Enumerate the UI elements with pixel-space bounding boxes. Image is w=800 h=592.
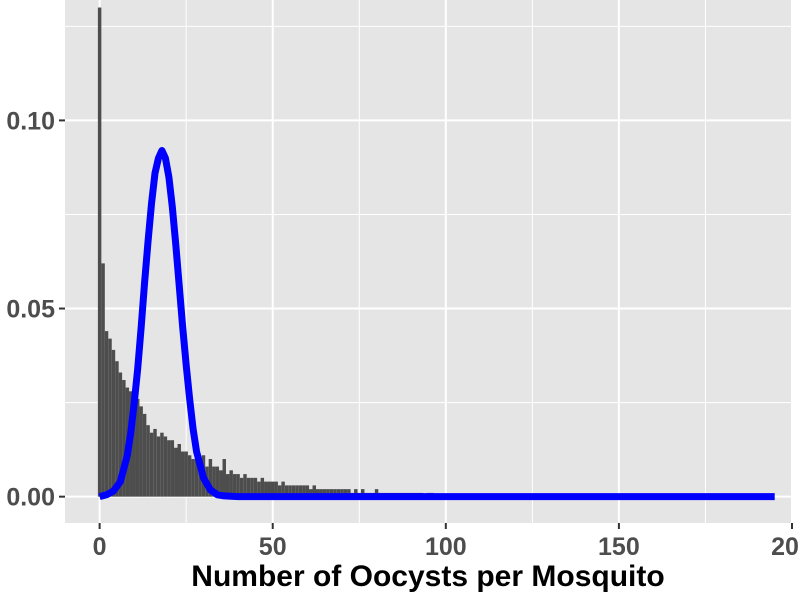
histogram-bar [122, 380, 126, 497]
histogram-bar [232, 474, 237, 497]
histogram-bar [187, 455, 192, 497]
histogram-bar [101, 263, 105, 497]
histogram-bar [315, 489, 320, 497]
histogram-bar [295, 485, 299, 497]
histogram-bar [174, 447, 178, 497]
histogram-bar [156, 436, 161, 497]
histogram-bar [229, 470, 233, 497]
histogram-bar [340, 489, 344, 497]
histogram-bar [329, 489, 334, 497]
histogram-bar [298, 485, 303, 497]
histogram-bar [253, 477, 258, 497]
histogram-bar [312, 485, 316, 497]
y-axis-ticks: 0.00 0.05 0.10 [6, 107, 65, 512]
histogram-bar [180, 451, 185, 497]
x-tick-label: 100 [425, 533, 467, 561]
histogram-bar [246, 477, 251, 497]
histogram-bar [104, 331, 109, 497]
histogram-bar [257, 481, 261, 497]
histogram-bar [198, 462, 202, 497]
histogram-bar [177, 443, 181, 497]
histogram-bar [291, 485, 296, 497]
histogram-bar [319, 489, 323, 497]
histogram-bar [354, 489, 358, 497]
histogram-bar [132, 395, 136, 497]
histogram-bar [222, 459, 226, 497]
histogram-bar [139, 406, 143, 497]
histogram-bar [208, 459, 213, 497]
histogram-bar [333, 489, 337, 497]
histogram-bar [347, 489, 351, 497]
y-tick-label: 0.00 [6, 484, 55, 512]
histogram-bar [194, 455, 199, 497]
histogram-bar [118, 372, 123, 497]
histogram-bar [115, 361, 119, 497]
histogram-bar [163, 436, 168, 497]
histogram-bar [219, 470, 223, 497]
histogram-bar [281, 481, 285, 497]
x-tick-label: 150 [598, 533, 640, 561]
histogram-bar [243, 474, 247, 497]
histogram-bar [111, 349, 116, 497]
minor-gridlines [12, 0, 792, 523]
x-axis-ticks: 0 50 100 150 200 [93, 523, 800, 561]
histogram-bar [264, 481, 268, 497]
histogram-bar [284, 485, 289, 497]
histogram-bar [322, 489, 327, 497]
histogram-bar [184, 451, 188, 497]
histogram-bar [326, 489, 330, 497]
histogram-bar [167, 440, 171, 497]
histogram-bar [343, 489, 348, 497]
histogram-bar [288, 485, 292, 497]
histogram-bar [277, 485, 282, 497]
histogram-bar [239, 477, 244, 497]
histogram-bar [236, 474, 240, 497]
x-tick-label: 0 [93, 533, 107, 561]
curve-line [98, 147, 775, 501]
histogram-bar [215, 466, 220, 497]
histogram-bar [170, 440, 175, 497]
histogram-bar [309, 489, 313, 497]
histogram-bar [250, 477, 254, 497]
histogram-bar [191, 459, 195, 497]
histogram-bar [212, 466, 216, 497]
histogram-bar [108, 338, 112, 497]
x-tick-label: 200 [771, 533, 800, 561]
x-axis-title: Number of Oocysts per Mosquito [191, 560, 664, 592]
histogram-bar [360, 489, 365, 497]
histogram-bar [374, 489, 379, 497]
histogram-bar [149, 432, 154, 497]
histogram-bar [160, 432, 164, 497]
histogram-bar [305, 485, 310, 497]
histogram-bar [270, 481, 275, 497]
y-tick-label: 0.05 [6, 296, 55, 324]
histogram-bar [267, 481, 271, 497]
histogram-bar [302, 485, 306, 497]
y-tick-label: 0.10 [6, 107, 55, 135]
histogram-bar [260, 477, 265, 497]
fitted-curve [98, 147, 775, 501]
histogram-bar [135, 398, 140, 497]
histogram-bar [274, 481, 278, 497]
histogram-bar [225, 474, 230, 497]
histogram-bar [97, 7, 102, 497]
histogram-bar [142, 413, 147, 497]
histogram-bar [146, 425, 150, 497]
histogram-bar [153, 428, 157, 497]
x-tick-label: 50 [259, 533, 287, 561]
histogram-bar [336, 489, 341, 497]
